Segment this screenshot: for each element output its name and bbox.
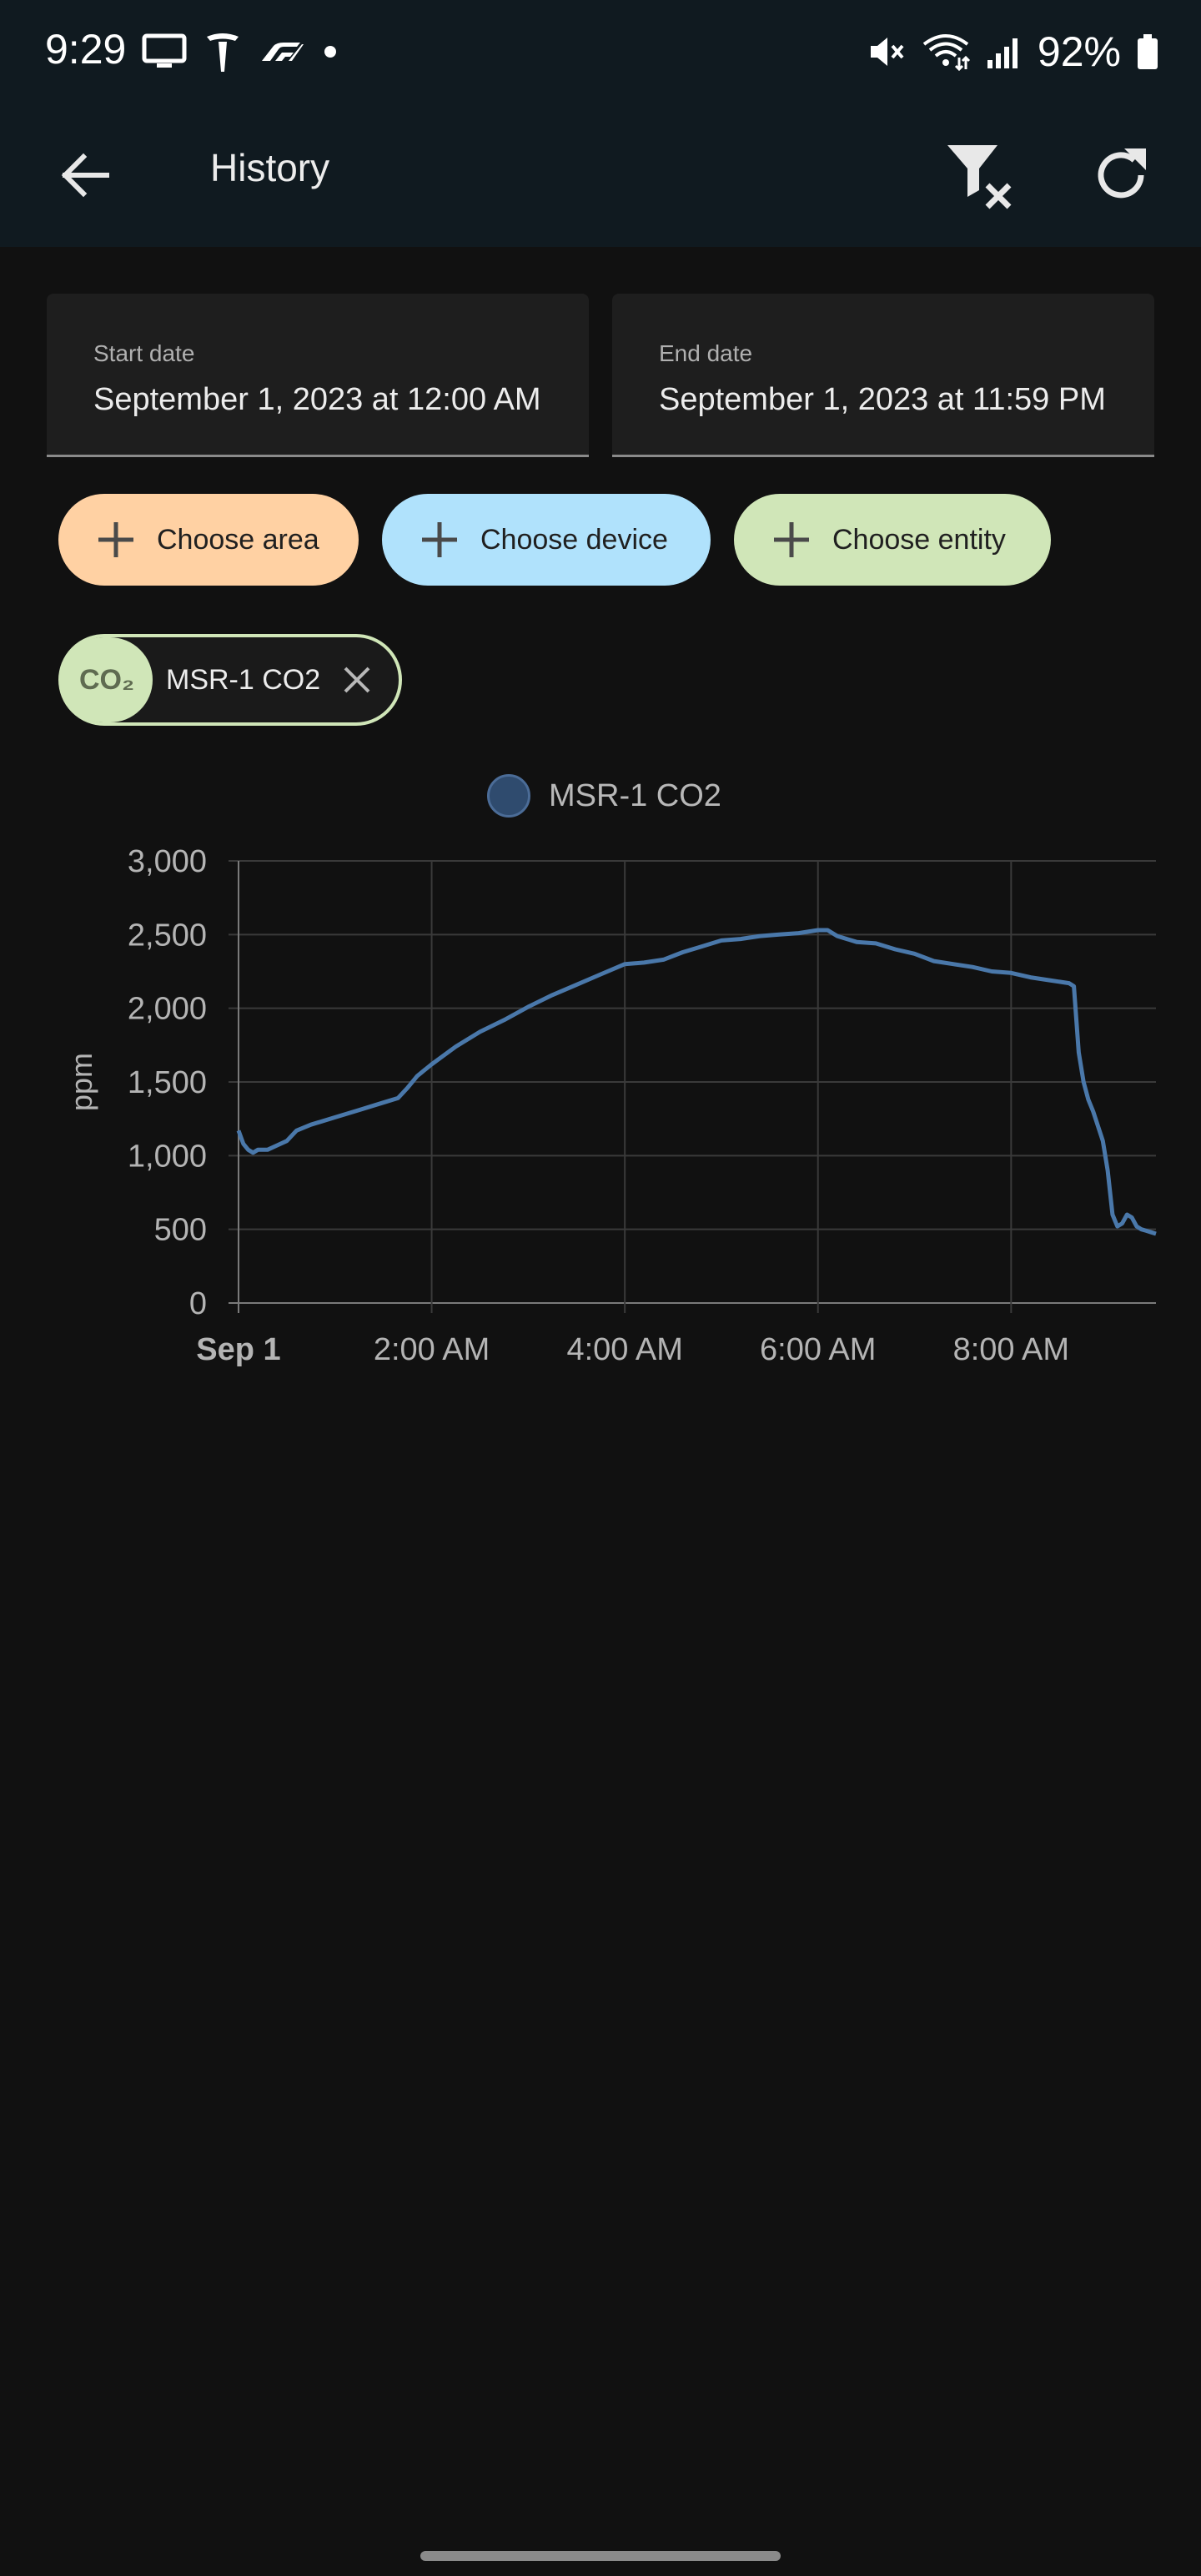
chart-legend[interactable]: MSR-1 CO2	[487, 772, 721, 819]
choose-device-label: Choose device	[480, 523, 668, 556]
status-time: 9:29	[45, 26, 127, 73]
legend-label: MSR-1 CO2	[549, 777, 721, 813]
filter-remove-icon	[947, 145, 1012, 209]
y-tick-label: 2,000	[128, 992, 207, 1027]
refresh-button[interactable]	[1084, 138, 1158, 212]
signal-icon	[987, 38, 1018, 68]
back-button[interactable]	[50, 140, 120, 210]
y-tick-label: 2,500	[128, 918, 207, 953]
legend-swatch	[487, 774, 530, 818]
close-icon	[344, 667, 370, 693]
x-tick-label: 6:00 AM	[760, 1332, 876, 1367]
choose-area-label: Choose area	[157, 523, 319, 556]
wifi-icon	[922, 34, 970, 71]
y-tick-label: 500	[154, 1213, 207, 1248]
status-icons-right: 92%	[866, 25, 1159, 78]
x-tick-label: 4:00 AM	[566, 1332, 682, 1367]
f1-icon	[262, 43, 304, 61]
plus-icon	[399, 521, 480, 559]
refresh-icon	[1098, 148, 1146, 199]
x-tick-label: 8:00 AM	[953, 1332, 1069, 1367]
choose-device-chip[interactable]: Choose device	[382, 494, 711, 586]
clear-filter-button[interactable]	[942, 137, 1018, 212]
y-tick-label: 0	[189, 1286, 207, 1321]
home-indicator[interactable]	[420, 2551, 781, 2561]
end-date-field[interactable]: End date September 1, 2023 at 11:59 PM	[612, 294, 1154, 457]
tesla-icon	[207, 33, 239, 72]
co2-icon: CO₂	[61, 637, 153, 722]
y-tick-label: 3,000	[128, 844, 207, 879]
arrow-left-icon	[61, 153, 109, 198]
end-date-value: September 1, 2023 at 11:59 PM	[659, 382, 1106, 417]
x-tick-label: 2:00 AM	[374, 1332, 490, 1367]
start-date-field[interactable]: Start date September 1, 2023 at 12:00 AM	[47, 294, 589, 457]
choose-entity-label: Choose entity	[832, 523, 1006, 556]
start-date-value: September 1, 2023 at 12:00 AM	[93, 382, 541, 417]
battery-icon	[1138, 34, 1158, 69]
mute-icon	[870, 38, 904, 66]
plus-icon	[75, 521, 157, 559]
selected-entity-chip[interactable]: CO₂ MSR-1 CO2	[58, 634, 402, 726]
y-tick-label: 1,500	[128, 1065, 207, 1100]
series-line	[236, 928, 1157, 1236]
tv-icon	[142, 33, 187, 68]
start-date-label: Start date	[93, 340, 195, 366]
remove-entity-button[interactable]	[340, 663, 374, 697]
choose-entity-chip[interactable]: Choose entity	[734, 494, 1051, 586]
status-icons-left	[142, 30, 339, 73]
selected-entity-label: MSR-1 CO2	[166, 663, 321, 696]
y-axis-title: ppm	[64, 1053, 98, 1111]
app-toolbar: History	[0, 103, 1201, 247]
choose-area-chip[interactable]: Choose area	[58, 494, 359, 586]
status-bar: 9:29	[0, 0, 1201, 103]
page-title: History	[210, 146, 330, 189]
y-tick-label: 1,000	[128, 1139, 207, 1174]
history-chart[interactable]: 0 500 1,000 1,500 2,000 2,500 3,000 Sep 1 2:00 A…	[0, 826, 1201, 1410]
end-date-label: End date	[659, 340, 753, 366]
plus-icon	[751, 521, 832, 559]
x-tick-label: Sep 1	[196, 1332, 280, 1367]
battery-percent: 92%	[1037, 28, 1121, 75]
dot-icon	[324, 46, 336, 58]
